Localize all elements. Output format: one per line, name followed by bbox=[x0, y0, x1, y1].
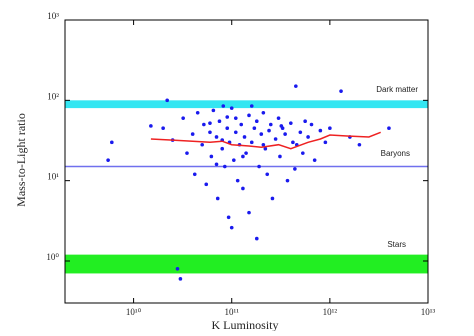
data-point bbox=[257, 164, 261, 169]
data-point bbox=[328, 126, 332, 130]
data-point bbox=[221, 104, 226, 108]
band bbox=[65, 254, 428, 274]
data-point bbox=[233, 130, 238, 135]
band-label: Dark matter bbox=[376, 85, 418, 94]
data-point bbox=[185, 151, 189, 155]
data-point bbox=[261, 142, 266, 147]
data-point bbox=[223, 164, 227, 169]
median-line bbox=[150, 131, 381, 150]
data-point bbox=[285, 178, 290, 183]
x-tick-label: 10¹³ bbox=[421, 307, 436, 317]
data-point bbox=[215, 196, 220, 201]
data-point bbox=[192, 172, 197, 177]
data-point bbox=[289, 121, 293, 125]
data-point bbox=[268, 122, 273, 127]
data-point bbox=[279, 124, 284, 128]
data-point bbox=[235, 178, 240, 183]
data-point bbox=[161, 126, 165, 130]
data-point bbox=[220, 146, 225, 151]
x-axis-label: K Luminosity bbox=[211, 318, 278, 331]
data-point bbox=[209, 154, 214, 159]
data-point bbox=[291, 140, 295, 145]
x-tick-label: 10¹⁰ bbox=[126, 307, 142, 317]
data-point bbox=[165, 98, 169, 103]
data-point bbox=[339, 89, 343, 93]
data-point bbox=[357, 142, 362, 147]
data-point bbox=[106, 158, 110, 162]
data-point bbox=[229, 225, 234, 230]
data-point bbox=[318, 128, 323, 133]
data-point bbox=[195, 110, 200, 115]
data-point bbox=[244, 151, 248, 155]
data-point bbox=[211, 108, 216, 113]
data-point bbox=[233, 116, 238, 120]
data-point bbox=[309, 122, 314, 127]
data-point bbox=[226, 215, 231, 220]
data-point bbox=[301, 151, 305, 155]
data-point bbox=[276, 116, 281, 120]
data-point bbox=[267, 128, 271, 133]
data-point bbox=[175, 266, 180, 271]
band-label: Stars bbox=[387, 240, 406, 249]
data-point bbox=[259, 132, 264, 136]
data-point bbox=[225, 115, 230, 119]
x-tick-label: 10¹² bbox=[323, 307, 338, 317]
data-point bbox=[298, 130, 303, 135]
data-point bbox=[200, 142, 204, 147]
data-point bbox=[293, 167, 297, 171]
data-point bbox=[232, 158, 236, 162]
y-tick-label: 10³ bbox=[47, 11, 59, 21]
data-point bbox=[241, 186, 245, 191]
y-tick-label: 10¹ bbox=[47, 172, 59, 182]
line-label: Baryons bbox=[381, 149, 410, 158]
x-tick-label: 10¹¹ bbox=[225, 307, 240, 317]
data-point bbox=[204, 182, 209, 187]
data-point bbox=[229, 106, 234, 110]
data-point bbox=[239, 122, 244, 127]
data-point bbox=[241, 154, 245, 159]
data-point bbox=[273, 137, 278, 141]
data-point bbox=[261, 110, 266, 115]
data-point bbox=[149, 124, 153, 128]
data-point bbox=[225, 126, 230, 130]
data-point bbox=[247, 210, 251, 215]
plot-frame bbox=[64, 19, 429, 304]
data-point bbox=[249, 140, 254, 145]
data-point bbox=[323, 140, 328, 145]
data-point bbox=[294, 84, 298, 88]
y-tick-label: 10² bbox=[47, 91, 59, 101]
data-point bbox=[217, 119, 222, 123]
data-point bbox=[252, 126, 257, 130]
data-point bbox=[283, 132, 287, 136]
data-point bbox=[110, 140, 114, 145]
data-point bbox=[202, 122, 206, 127]
data-point bbox=[254, 236, 259, 241]
data-point bbox=[247, 113, 251, 118]
data-point bbox=[263, 146, 268, 151]
data-point bbox=[249, 104, 254, 108]
data-point bbox=[270, 196, 275, 201]
data-point bbox=[278, 154, 282, 159]
data-point bbox=[208, 121, 212, 125]
data-point bbox=[190, 132, 195, 136]
data-point bbox=[306, 135, 310, 139]
data-point bbox=[254, 119, 259, 123]
data-point bbox=[387, 126, 391, 130]
band bbox=[65, 100, 428, 109]
data-point bbox=[242, 135, 247, 139]
data-point bbox=[214, 135, 219, 139]
data-point bbox=[303, 119, 307, 123]
data-point bbox=[265, 172, 270, 177]
data-point bbox=[181, 116, 185, 120]
y-axis-label: Mass-to-Light ratio bbox=[14, 113, 28, 207]
y-tick-label: 10⁰ bbox=[46, 252, 59, 262]
data-point bbox=[208, 130, 212, 135]
data-point bbox=[214, 162, 219, 167]
data-point bbox=[178, 277, 183, 281]
data-point bbox=[312, 158, 317, 162]
